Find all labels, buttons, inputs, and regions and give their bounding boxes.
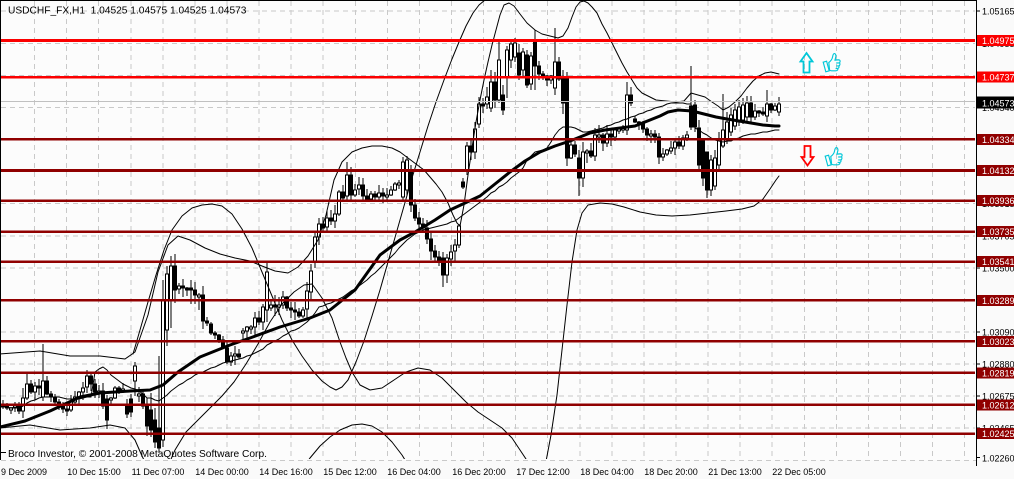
svg-text:14 Dec 16:00: 14 Dec 16:00 xyxy=(259,467,313,477)
svg-text:1.04975: 1.04975 xyxy=(982,36,1014,46)
svg-text:1.03735: 1.03735 xyxy=(982,227,1014,237)
svg-text:1.03023: 1.03023 xyxy=(982,337,1014,347)
svg-text:1.04737: 1.04737 xyxy=(982,73,1014,83)
svg-text:11 Dec 07:00: 11 Dec 07:00 xyxy=(132,467,185,477)
svg-text:21 Dec 13:00: 21 Dec 13:00 xyxy=(708,467,762,477)
svg-text:1.02880: 1.02880 xyxy=(982,360,1014,370)
svg-text:9 Dec 2009: 9 Dec 2009 xyxy=(1,467,47,477)
svg-text:1.05165: 1.05165 xyxy=(982,7,1014,17)
svg-text:Broco Investor, © 2001-2008 Me: Broco Investor, © 2001-2008 MetaQuotes S… xyxy=(8,449,267,460)
svg-text:1.03936: 1.03936 xyxy=(982,196,1014,206)
svg-text:1.04334: 1.04334 xyxy=(982,135,1014,145)
svg-text:1.02612: 1.02612 xyxy=(982,400,1014,410)
svg-text:1.04132: 1.04132 xyxy=(982,166,1014,176)
svg-text:10 Dec 15:00: 10 Dec 15:00 xyxy=(67,467,121,477)
svg-text:1.03500: 1.03500 xyxy=(982,263,1014,273)
svg-text:22 Dec 05:00: 22 Dec 05:00 xyxy=(772,467,826,477)
svg-text:16 Dec 20:00: 16 Dec 20:00 xyxy=(452,467,506,477)
svg-text:15 Dec 12:00: 15 Dec 12:00 xyxy=(323,467,377,477)
svg-text:16 Dec 04:00: 16 Dec 04:00 xyxy=(387,467,441,477)
svg-text:1.03289: 1.03289 xyxy=(982,296,1014,306)
svg-text:1.03541: 1.03541 xyxy=(982,257,1014,267)
svg-text:1.04573: 1.04573 xyxy=(982,99,1014,109)
svg-text:1.02425: 1.02425 xyxy=(982,429,1014,439)
svg-text:1.02675: 1.02675 xyxy=(982,392,1014,402)
svg-text:USDCHF_FX,H1 1.04525 1.04575: USDCHF_FX,H1 1.04525 1.04575 1.04525 1.0… xyxy=(8,6,247,17)
svg-text:14 Dec 00:00: 14 Dec 00:00 xyxy=(195,467,249,477)
svg-text:1.02819: 1.02819 xyxy=(982,368,1014,378)
svg-text:1.02260: 1.02260 xyxy=(982,454,1014,464)
svg-text:18 Dec 04:00: 18 Dec 04:00 xyxy=(580,467,634,477)
svg-text:18 Dec 20:00: 18 Dec 20:00 xyxy=(644,467,698,477)
svg-text:17 Dec 12:00: 17 Dec 12:00 xyxy=(516,467,570,477)
svg-text:1.03090: 1.03090 xyxy=(982,328,1014,338)
